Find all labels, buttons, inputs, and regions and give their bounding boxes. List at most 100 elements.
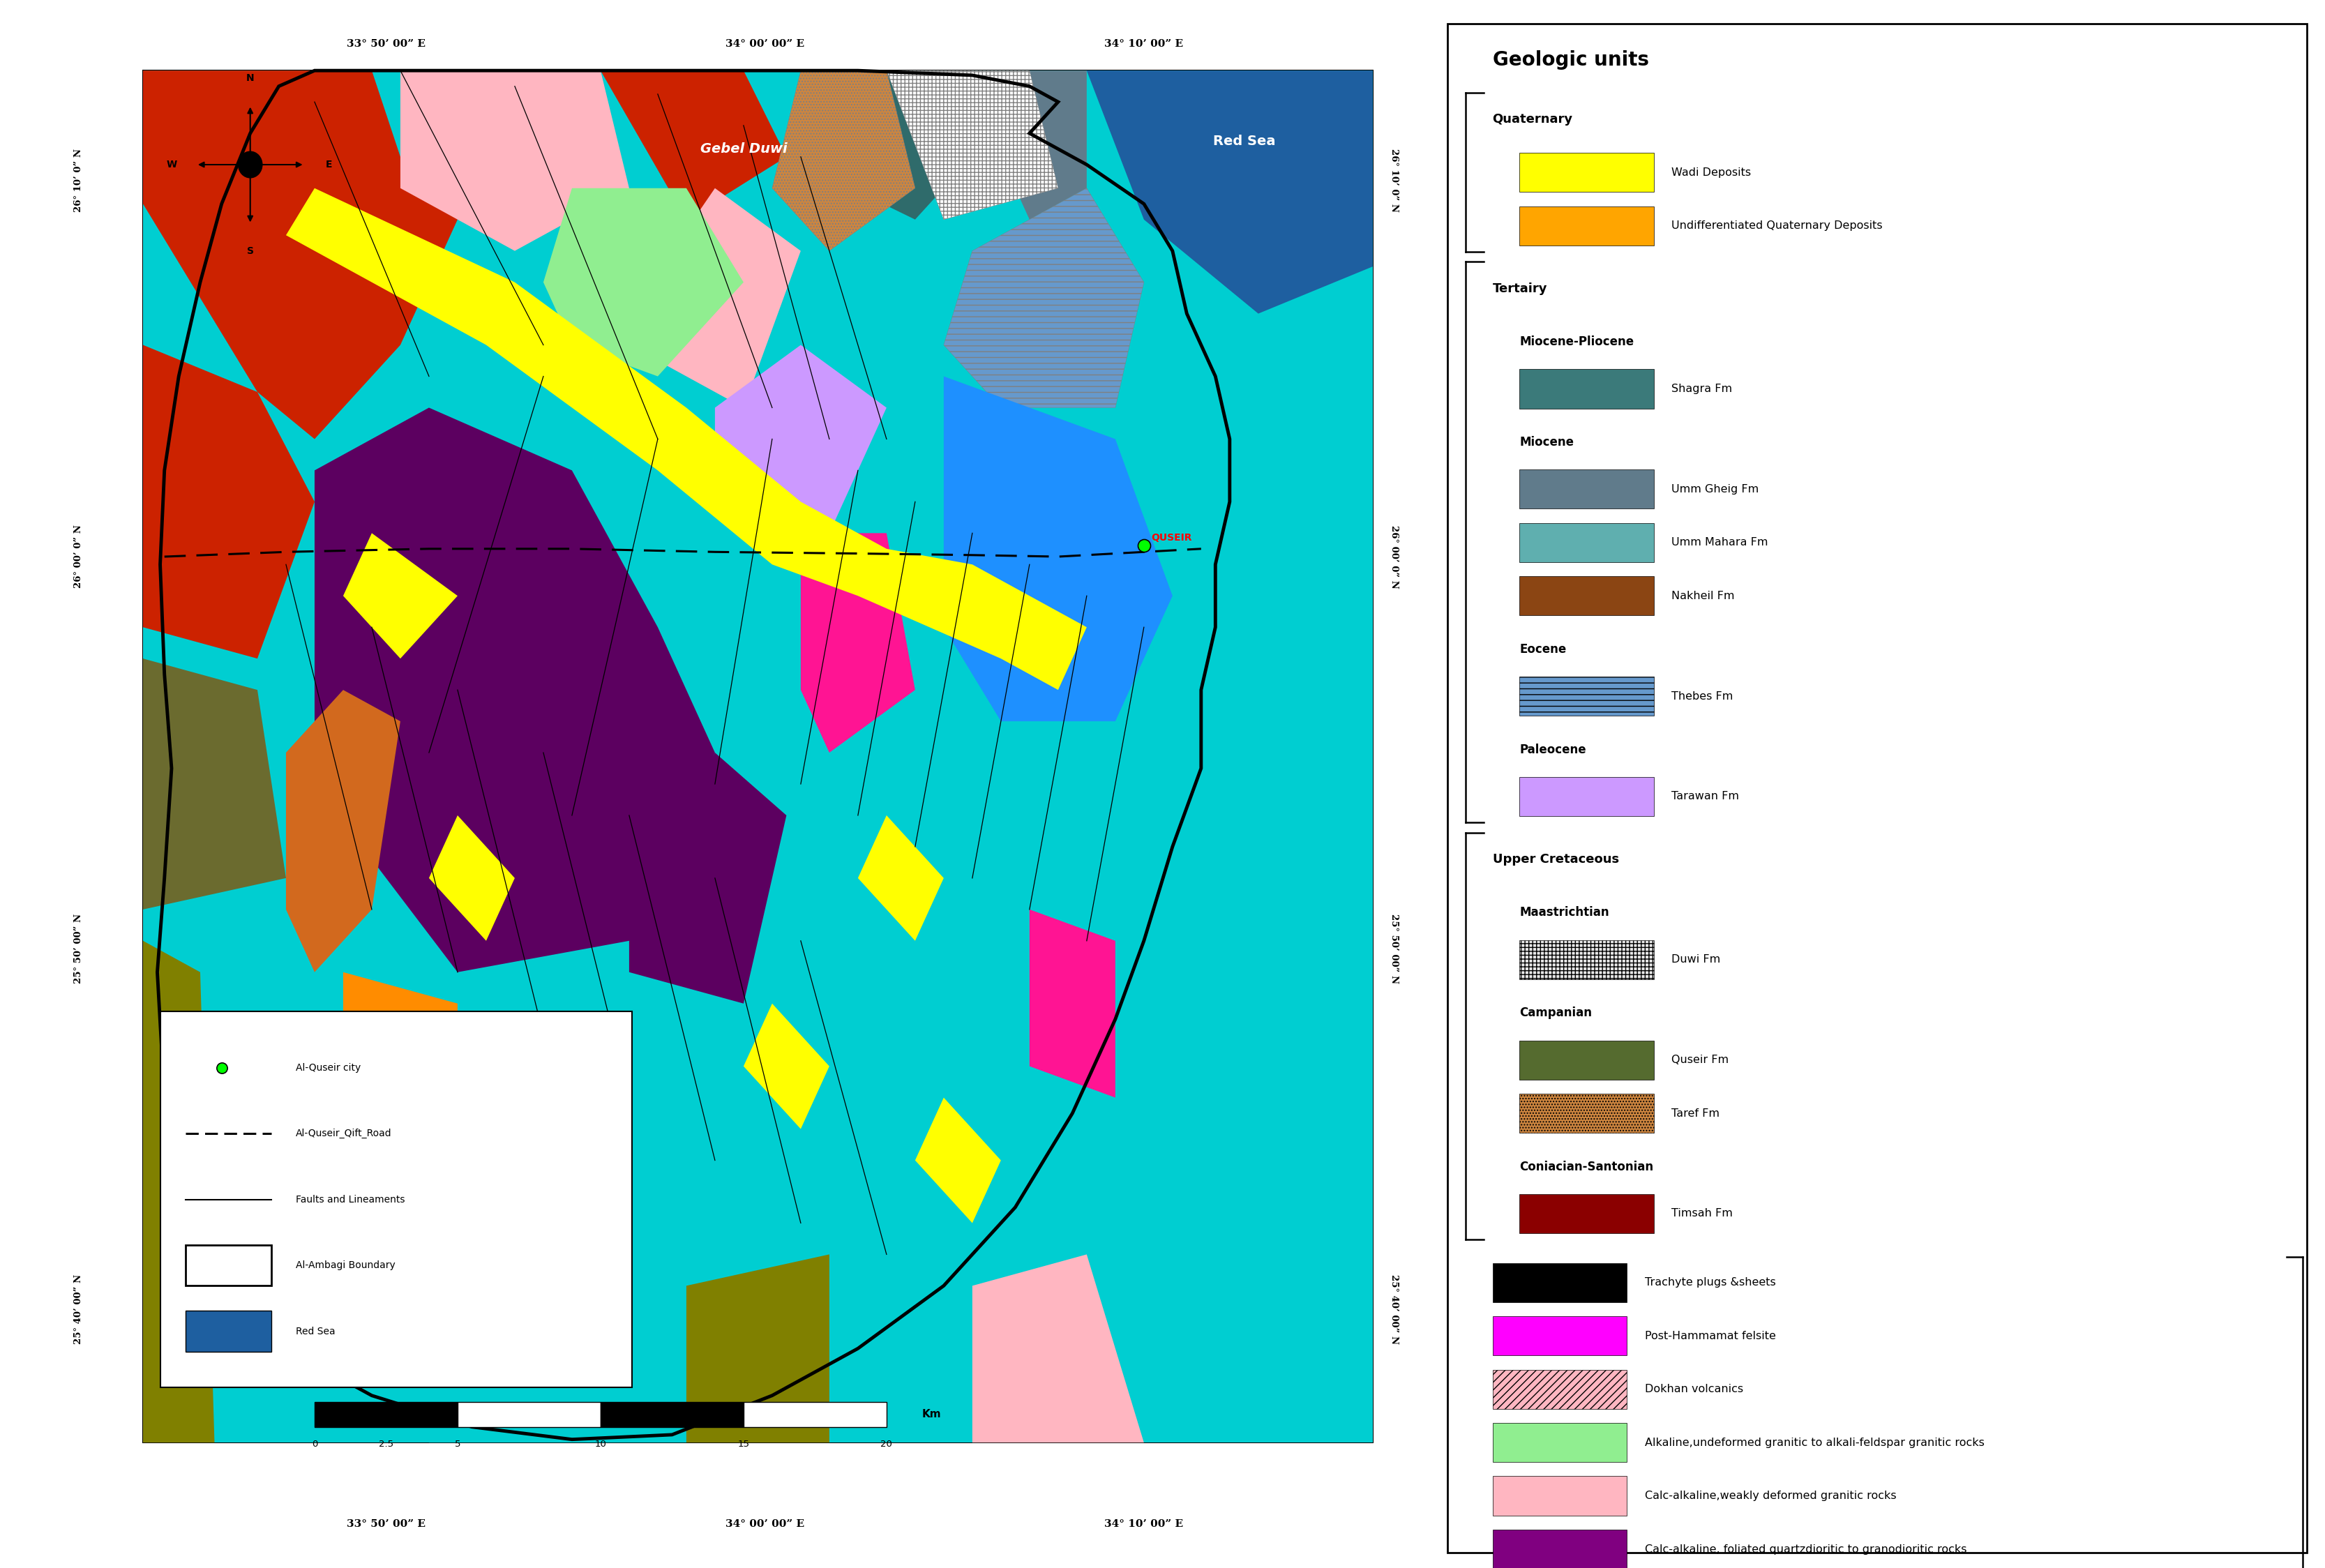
Polygon shape bbox=[858, 815, 944, 941]
Text: Taref Fm: Taref Fm bbox=[1672, 1109, 1720, 1118]
Polygon shape bbox=[800, 533, 916, 753]
Text: QUSEIR: QUSEIR bbox=[1151, 533, 1193, 543]
Text: Tarawan Fm: Tarawan Fm bbox=[1672, 792, 1739, 801]
Polygon shape bbox=[314, 408, 716, 972]
Text: 25° 40’ 00” N: 25° 40’ 00” N bbox=[1390, 1275, 1400, 1344]
Polygon shape bbox=[428, 815, 514, 941]
Text: 2.5: 2.5 bbox=[379, 1439, 393, 1449]
Text: Eocene: Eocene bbox=[1521, 643, 1567, 655]
Bar bbox=[1521, 1195, 1653, 1234]
Text: Al-Quseir_Qift_Road: Al-Quseir_Qift_Road bbox=[295, 1129, 393, 1138]
Bar bbox=[1521, 1094, 1653, 1134]
Text: W: W bbox=[165, 160, 177, 169]
Text: 33° 50’ 00” E: 33° 50’ 00” E bbox=[346, 39, 425, 49]
Polygon shape bbox=[944, 376, 1172, 721]
Text: Coniacian-Santonian: Coniacian-Santonian bbox=[1521, 1160, 1653, 1173]
Text: 26° 10’ 0” N: 26° 10’ 0” N bbox=[74, 149, 84, 212]
Text: Shagra Fm: Shagra Fm bbox=[1672, 384, 1732, 394]
Text: Miocene-Pliocene: Miocene-Pliocene bbox=[1521, 336, 1634, 348]
Text: Wadi Deposits: Wadi Deposits bbox=[1672, 168, 1751, 177]
Bar bbox=[1521, 152, 1653, 191]
Text: Campanian: Campanian bbox=[1521, 1007, 1593, 1019]
Bar bbox=[1521, 677, 1653, 717]
Text: Geologic units: Geologic units bbox=[1493, 50, 1648, 69]
Text: 34° 10’ 00” E: 34° 10’ 00” E bbox=[1104, 1519, 1183, 1529]
Text: 26° 00’ 0” N: 26° 00’ 0” N bbox=[74, 525, 84, 588]
Polygon shape bbox=[744, 1004, 830, 1129]
Text: Paleocene: Paleocene bbox=[1521, 743, 1586, 756]
Polygon shape bbox=[286, 188, 1086, 690]
Polygon shape bbox=[144, 941, 214, 1443]
Text: Umm Gheig Fm: Umm Gheig Fm bbox=[1672, 485, 1760, 494]
Bar bbox=[1521, 1041, 1653, 1080]
Text: Duwi Fm: Duwi Fm bbox=[1672, 955, 1720, 964]
Text: Faults and Lineaments: Faults and Lineaments bbox=[295, 1195, 405, 1204]
Text: Timsah Fm: Timsah Fm bbox=[1672, 1209, 1732, 1218]
Polygon shape bbox=[886, 71, 1058, 220]
Bar bbox=[1493, 1264, 1628, 1303]
Bar bbox=[1493, 1530, 1628, 1568]
Polygon shape bbox=[686, 1254, 830, 1443]
Polygon shape bbox=[428, 1192, 686, 1443]
Bar bbox=[744, 1402, 886, 1427]
Bar bbox=[160, 1011, 632, 1388]
Text: 0: 0 bbox=[312, 1439, 319, 1449]
Text: Trachyte plugs &sheets: Trachyte plugs &sheets bbox=[1644, 1278, 1776, 1287]
Text: Post-Hammamat felsite: Post-Hammamat felsite bbox=[1644, 1331, 1776, 1341]
Text: 25° 50’ 00” N: 25° 50’ 00” N bbox=[74, 914, 84, 983]
Text: E: E bbox=[326, 160, 332, 169]
Text: 10: 10 bbox=[595, 1439, 607, 1449]
Bar bbox=[1521, 778, 1653, 817]
Text: Thebes Fm: Thebes Fm bbox=[1672, 691, 1732, 701]
Text: 34° 10’ 00” E: 34° 10’ 00” E bbox=[1104, 39, 1183, 49]
Text: Quaternary: Quaternary bbox=[1493, 113, 1572, 125]
Text: Dokhan volcanics: Dokhan volcanics bbox=[1644, 1385, 1744, 1394]
Text: 15: 15 bbox=[737, 1439, 749, 1449]
Bar bbox=[186, 1245, 272, 1286]
Polygon shape bbox=[1030, 909, 1116, 1098]
Bar bbox=[1493, 1477, 1628, 1516]
Polygon shape bbox=[772, 71, 916, 251]
Polygon shape bbox=[944, 188, 1144, 408]
Text: N: N bbox=[246, 74, 253, 83]
Bar bbox=[1493, 1317, 1628, 1356]
Text: Miocene: Miocene bbox=[1521, 436, 1574, 448]
Text: 26° 10’ 0” N: 26° 10’ 0” N bbox=[1390, 149, 1400, 212]
Text: Quseir Fm: Quseir Fm bbox=[1672, 1055, 1730, 1065]
Polygon shape bbox=[400, 71, 630, 251]
Bar bbox=[144, 71, 1372, 1443]
Text: 34° 00’ 00” E: 34° 00’ 00” E bbox=[725, 1519, 804, 1529]
Text: 20: 20 bbox=[881, 1439, 893, 1449]
Polygon shape bbox=[1030, 690, 1202, 909]
Polygon shape bbox=[344, 972, 458, 1160]
Polygon shape bbox=[972, 1254, 1144, 1443]
Circle shape bbox=[237, 152, 263, 177]
Polygon shape bbox=[544, 188, 744, 376]
Text: Undifferentiated Quaternary Deposits: Undifferentiated Quaternary Deposits bbox=[1672, 221, 1883, 230]
Bar bbox=[144, 71, 1372, 1443]
Polygon shape bbox=[830, 941, 1030, 1317]
Bar bbox=[1493, 1424, 1628, 1463]
Bar bbox=[600, 1402, 744, 1427]
Text: Alkaline,undeformed granitic to alkali-feldspar granitic rocks: Alkaline,undeformed granitic to alkali-f… bbox=[1644, 1438, 1983, 1447]
Polygon shape bbox=[286, 690, 400, 972]
Polygon shape bbox=[630, 753, 786, 1004]
Bar bbox=[1521, 470, 1653, 510]
Polygon shape bbox=[716, 345, 886, 533]
Text: Km: Km bbox=[923, 1410, 942, 1419]
Text: Nakheil Fm: Nakheil Fm bbox=[1672, 591, 1734, 601]
Polygon shape bbox=[344, 533, 458, 659]
Polygon shape bbox=[1086, 71, 1372, 314]
Polygon shape bbox=[144, 659, 286, 909]
Text: Calc-alkaline,weakly deformed granitic rocks: Calc-alkaline,weakly deformed granitic r… bbox=[1644, 1491, 1897, 1501]
Bar bbox=[458, 1402, 600, 1427]
Text: 25° 40’ 00” N: 25° 40’ 00” N bbox=[74, 1275, 84, 1344]
Bar bbox=[1521, 205, 1653, 245]
Text: 5: 5 bbox=[456, 1439, 460, 1449]
Text: Calc-alkaline, foliated quartzdioritic to granodioritic rocks: Calc-alkaline, foliated quartzdioritic t… bbox=[1644, 1544, 1967, 1554]
Text: Al-Ambagi Boundary: Al-Ambagi Boundary bbox=[295, 1261, 395, 1270]
Text: 34° 00’ 00” E: 34° 00’ 00” E bbox=[725, 39, 804, 49]
Polygon shape bbox=[786, 71, 1000, 220]
Polygon shape bbox=[600, 71, 786, 220]
Bar bbox=[186, 1311, 272, 1352]
